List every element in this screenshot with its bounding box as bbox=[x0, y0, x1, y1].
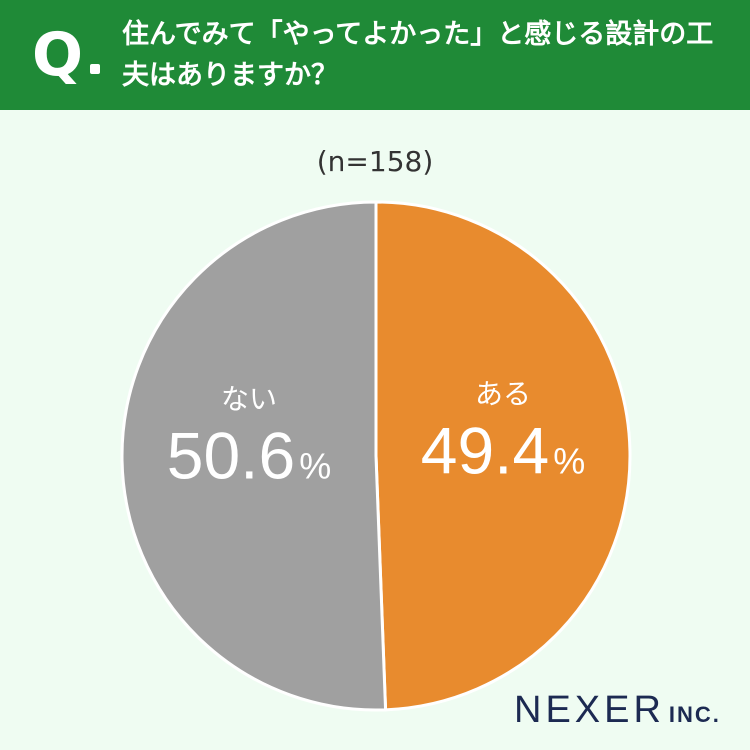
question-text: 住んでみて「やってよかった」と感じる設計の工夫はありますか？ bbox=[122, 19, 714, 91]
pie-slice-0 bbox=[374, 200, 632, 712]
sample-size-label: (n=158) bbox=[316, 145, 434, 178]
slice-value-1: 50.6% bbox=[167, 418, 331, 492]
logo-suffix: INC. bbox=[668, 702, 721, 727]
pie-slice-1 bbox=[120, 200, 388, 712]
logo-brand: NEXER bbox=[514, 689, 665, 731]
nexer-logo: NEXER INC. bbox=[514, 689, 721, 732]
q-mark: Q bbox=[32, 20, 84, 90]
q-dot bbox=[90, 64, 100, 74]
slice-value-0: 49.4% bbox=[421, 414, 585, 488]
question-header: Q 住んでみて「やってよかった」と感じる設計の工夫はありますか？ bbox=[0, 0, 750, 110]
slice-label-1: ない bbox=[221, 382, 277, 415]
slice-label-0: ある bbox=[475, 378, 531, 411]
